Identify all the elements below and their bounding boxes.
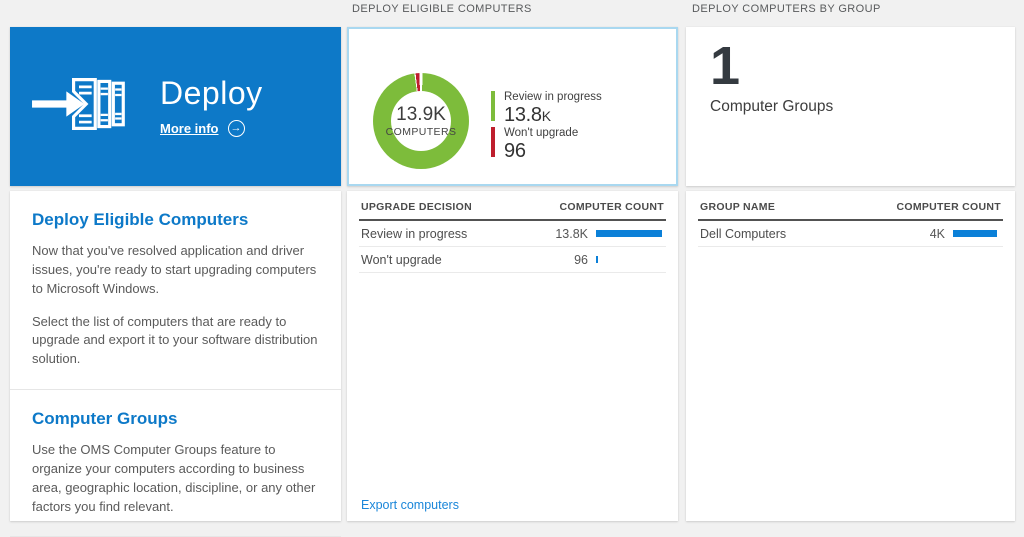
donut-total-value: 13.9K bbox=[396, 104, 446, 125]
count-bar bbox=[953, 230, 997, 237]
legend-entry-review-in-progress: Review in progress 13.8K bbox=[491, 91, 602, 125]
legend-swatch-red bbox=[491, 126, 495, 157]
upgrade-decision-table: UPGRADE DECISION COMPUTER COUNT Review i… bbox=[359, 191, 666, 273]
table-row-dell-computers[interactable]: Dell Computers 4K bbox=[698, 221, 1003, 247]
legend-swatch-green bbox=[491, 91, 495, 121]
donut-center: 13.9K COMPUTERS bbox=[386, 91, 456, 151]
computer-groups-count: 1 bbox=[710, 36, 741, 96]
computer-groups-count-label: Computer Groups bbox=[710, 98, 834, 116]
export-computers-link[interactable]: Export computers bbox=[361, 498, 459, 512]
column-header-group-name: GROUP NAME bbox=[700, 201, 776, 213]
legend-label: Review in progress bbox=[504, 91, 602, 103]
legend-label: Won't upgrade bbox=[504, 126, 579, 139]
computer-groups-section: Computer Groups Use the OMS Computer Gro… bbox=[10, 390, 341, 537]
deploy-eligible-computers-heading: Deploy Eligible Computers bbox=[32, 210, 249, 229]
deploy-tile[interactable]: Deploy More info → bbox=[10, 27, 341, 186]
table-row-wont-upgrade[interactable]: Won't upgrade 96 bbox=[359, 247, 666, 273]
group-name-table-card: GROUP NAME COMPUTER COUNT Dell Computers… bbox=[686, 191, 1015, 521]
computer-groups-count-tile[interactable]: 1 Computer Groups bbox=[686, 27, 1015, 186]
legend-value: 13.8K bbox=[504, 103, 551, 126]
count-bar bbox=[596, 256, 598, 263]
table-row-review-in-progress[interactable]: Review in progress 13.8K bbox=[359, 221, 666, 247]
group-name-table: GROUP NAME COMPUTER COUNT Dell Computers… bbox=[698, 191, 1003, 247]
column-header-computer-count: COMPUTER COUNT bbox=[896, 201, 1001, 213]
deploy-tile-title: Deploy bbox=[160, 74, 263, 111]
computer-groups-heading: Computer Groups bbox=[32, 409, 178, 429]
deploy-description-paragraph: Now that you've resolved application and… bbox=[32, 243, 317, 296]
computer-groups-paragraph: Use the OMS Computer Groups feature to o… bbox=[32, 442, 316, 514]
eligible-computers-donut-tile[interactable]: 13.9K COMPUTERS Review in progress 13.8K… bbox=[347, 27, 678, 186]
section-header-deploy-eligible-computers: DEPLOY ELIGIBLE COMPUTERS bbox=[352, 3, 532, 15]
deploy-books-arrow-icon bbox=[32, 76, 126, 137]
donut-total-label: COMPUTERS bbox=[385, 126, 457, 138]
column-header-upgrade-decision: UPGRADE DECISION bbox=[361, 201, 472, 213]
deploy-description-paragraph: Select the list of computers that are re… bbox=[32, 313, 318, 367]
deploy-eligible-computers-section: Deploy Eligible Computers Now that you'v… bbox=[10, 191, 341, 391]
donut-legend: Review in progress 13.8K Won't upgrade 9… bbox=[491, 91, 602, 163]
column-header-computer-count: COMPUTER COUNT bbox=[559, 201, 664, 213]
legend-value: 96 bbox=[504, 139, 526, 162]
table-header-row: UPGRADE DECISION COMPUTER COUNT bbox=[359, 191, 666, 221]
count-bar bbox=[596, 230, 662, 237]
computers-donut-chart: 13.9K COMPUTERS bbox=[373, 73, 469, 169]
upgrade-decision-table-card: UPGRADE DECISION COMPUTER COUNT Review i… bbox=[347, 191, 678, 521]
legend-entry-wont-upgrade: Won't upgrade 96 bbox=[491, 126, 602, 162]
table-header-row: GROUP NAME COMPUTER COUNT bbox=[698, 191, 1003, 221]
deploy-description-card: Deploy Eligible Computers Now that you'v… bbox=[10, 191, 341, 537]
section-header-deploy-computers-by-group: DEPLOY COMPUTERS BY GROUP bbox=[692, 3, 881, 15]
more-info-arrow-icon[interactable]: → bbox=[227, 120, 245, 138]
more-info-link[interactable]: More info bbox=[160, 121, 219, 137]
